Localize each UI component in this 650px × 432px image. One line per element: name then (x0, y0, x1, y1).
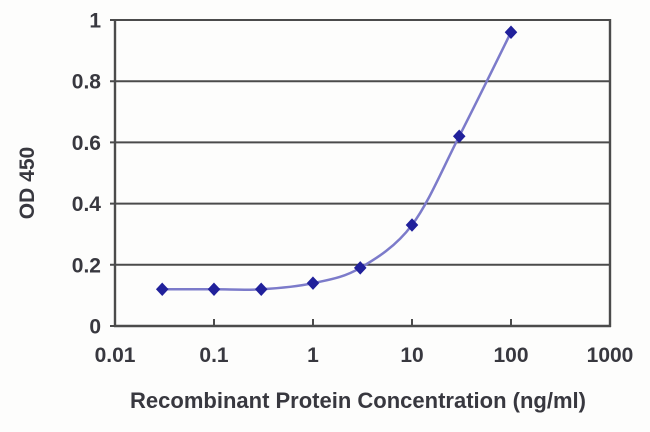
data-point-marker (452, 129, 466, 144)
data-point-marker (254, 282, 268, 297)
data-point-marker (306, 276, 320, 290)
y-tick-label: 1 (89, 10, 101, 33)
y-tick-label: 0.8 (72, 71, 102, 94)
x-axis-title: Recombinant Protein Concentration (ng/ml… (130, 388, 586, 413)
x-tick-label: 10 (400, 344, 423, 367)
x-tick-label: 0.01 (95, 344, 136, 367)
data-point-marker (504, 25, 518, 39)
data-point-marker (353, 261, 367, 275)
y-tick-label: 0.2 (72, 254, 101, 277)
y-tick-label: 0 (89, 316, 101, 339)
x-tick-label: 100 (493, 344, 528, 367)
x-tick-label: 1000 (587, 344, 634, 367)
axes (113, 19, 612, 328)
data-point-marker (155, 282, 169, 297)
data-point-marker (405, 218, 419, 232)
data-series (155, 25, 518, 297)
data-point-marker (207, 282, 221, 297)
x-tick-label: 1 (307, 344, 319, 367)
x-tick-label: 0.1 (199, 344, 229, 367)
tick-labels: 0 0.2 0.4 0.6 0.8 1 0.01 0.1 1 10 100 1000 (72, 10, 634, 368)
series-line (160, 30, 513, 291)
gridlines (110, 19, 610, 327)
y-tick-label: 0.6 (72, 132, 101, 155)
y-tick-label: 0.4 (72, 193, 102, 216)
y-axis-title: OD 450 (16, 147, 39, 219)
